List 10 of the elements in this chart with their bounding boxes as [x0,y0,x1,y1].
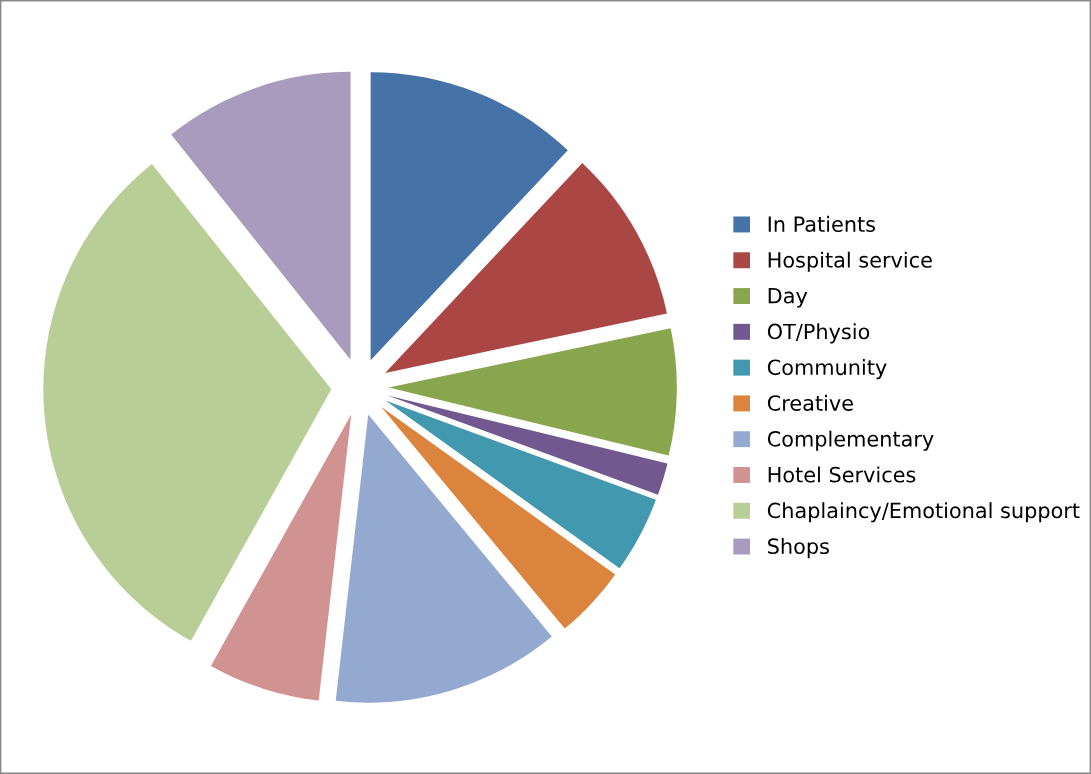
legend-label: Shops [768,537,829,559]
legend-label: Creative [767,394,853,411]
legend-label: Complementary [767,430,934,451]
legend-label: Day [768,288,808,308]
legend-label: Hotel Services [768,466,916,483]
legend-label: Community [767,359,887,380]
legend-label: OT/Physio [767,323,870,344]
legend-label: Hospital service [768,251,932,272]
legend-label: In Patients [768,215,876,232]
legend-label: Chaplaincy/Emotional support [767,502,1080,523]
